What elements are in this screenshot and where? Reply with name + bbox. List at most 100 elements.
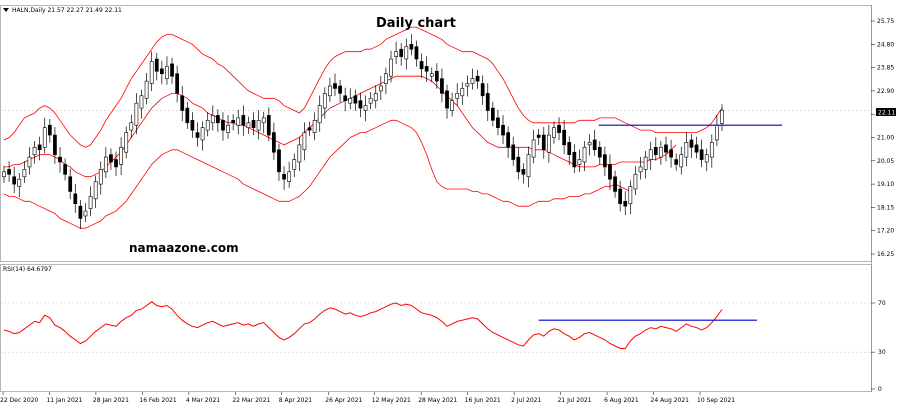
rsi-series: [3, 301, 723, 349]
watermark: namaazone.com: [129, 241, 239, 255]
candle-body: [322, 93, 327, 109]
rsi-tick-label: 30: [878, 349, 886, 356]
candle-body: [648, 149, 653, 160]
candle-body: [490, 107, 495, 121]
price-tick-label: 22.90: [877, 88, 894, 95]
candle-body: [165, 66, 169, 79]
candle-body: [496, 117, 500, 128]
candle-body: [58, 156, 62, 163]
candle-body: [53, 134, 57, 155]
candle-body: [368, 97, 373, 104]
candle-body: [221, 120, 225, 131]
candle-body: [704, 154, 709, 163]
candle-body: [185, 107, 190, 124]
candle-body: [567, 142, 572, 155]
candle-body: [659, 147, 663, 158]
gridlines: [0, 109, 871, 353]
candle-body: [139, 95, 144, 109]
candle-body: [526, 154, 531, 178]
candle-body: [653, 147, 658, 155]
candle-body: [144, 80, 149, 99]
candle-body: [536, 134, 541, 138]
candle-body: [684, 142, 689, 158]
price-tick-label: 16.25: [877, 251, 894, 258]
candle-body: [699, 149, 704, 160]
candle-body: [73, 193, 78, 205]
candle-body: [592, 139, 597, 151]
price-tick-label: 18.15: [877, 204, 894, 211]
candle-body: [434, 70, 439, 82]
candle-body: [338, 85, 342, 94]
candle-body: [633, 173, 638, 190]
candle-body: [511, 144, 516, 160]
date-tick-label: 10 Sep 2021: [697, 397, 735, 404]
candle-body: [394, 51, 398, 57]
candle-body: [638, 166, 643, 173]
candle-body: [216, 115, 220, 124]
candle-body: [159, 68, 164, 75]
candle-body: [103, 156, 108, 173]
candle-body: [623, 200, 628, 207]
candle-body: [404, 46, 409, 60]
date-tick-label: 22 Mar 2021: [232, 397, 270, 404]
candle-body: [129, 122, 134, 131]
candle-body: [557, 124, 561, 133]
candle-body: [363, 105, 368, 111]
date-tick-label: 24 Aug 2021: [651, 397, 690, 404]
date-tick-label: 28 Jan 2021: [93, 397, 129, 404]
candle-body: [664, 144, 668, 153]
candle-body: [42, 127, 47, 148]
date-tick-label: 6 Aug 2021: [604, 397, 639, 404]
candle-body: [603, 154, 607, 168]
candle-body: [445, 90, 449, 109]
candle-body: [597, 147, 602, 158]
candle-body: [531, 139, 536, 158]
candle-body: [180, 95, 185, 111]
candle-body: [170, 63, 174, 77]
date-tick-label: 2 Jul 2021: [511, 397, 541, 404]
candle-body: [353, 95, 358, 104]
candle-body: [93, 181, 98, 200]
candle-body: [460, 88, 465, 97]
candle-body: [256, 120, 261, 131]
candle-body: [424, 66, 429, 72]
candle-body: [98, 169, 103, 185]
date-axis-labels: 22 Dec 2020 11 Jan 2021 28 Jan 2021 16 Feb …: [0, 392, 735, 404]
date-tick-label: 16 Feb 2021: [139, 397, 177, 404]
candle-body: [226, 124, 230, 133]
date-tick-label: 22 Dec 2020: [0, 397, 39, 404]
symbol-info: HALN,Daily 21.57 22.27 21.49 22.11: [12, 7, 122, 14]
candle-body: [312, 120, 317, 133]
chart-title: Daily chart: [376, 16, 456, 31]
candle-body: [175, 73, 180, 94]
candle-body: [266, 115, 271, 136]
price-tick-label: 20.05: [877, 158, 894, 165]
candle-body: [501, 124, 505, 136]
rsi-label: RSI(14) 64.6797: [3, 266, 52, 273]
candle-body: [210, 115, 215, 124]
candle-body: [587, 142, 592, 146]
candle-body: [302, 132, 307, 151]
candle-body: [582, 147, 587, 163]
menu-triangle-icon[interactable]: [3, 8, 9, 12]
candle-body: [506, 132, 510, 148]
candle-body: [618, 188, 623, 205]
date-tick-label: 8 Apr 2021: [279, 397, 312, 404]
candle-body: [195, 132, 200, 138]
candle-body: [358, 100, 363, 109]
date-tick-label: 21 Jul 2021: [558, 397, 592, 404]
candle-body: [333, 83, 337, 89]
candle-body: [328, 85, 332, 97]
price-badge-bg: [876, 108, 896, 116]
candle-body: [119, 147, 123, 165]
candle-body: [613, 176, 617, 192]
candle-body: [63, 164, 67, 175]
candle-body: [200, 127, 205, 141]
candle-body: [7, 169, 11, 175]
candle-body: [562, 129, 567, 146]
candlesticks: [2, 34, 724, 229]
candle-body: [628, 186, 633, 205]
candle-body: [689, 139, 694, 148]
candle-body: [546, 134, 551, 153]
candle-body: [450, 100, 454, 111]
